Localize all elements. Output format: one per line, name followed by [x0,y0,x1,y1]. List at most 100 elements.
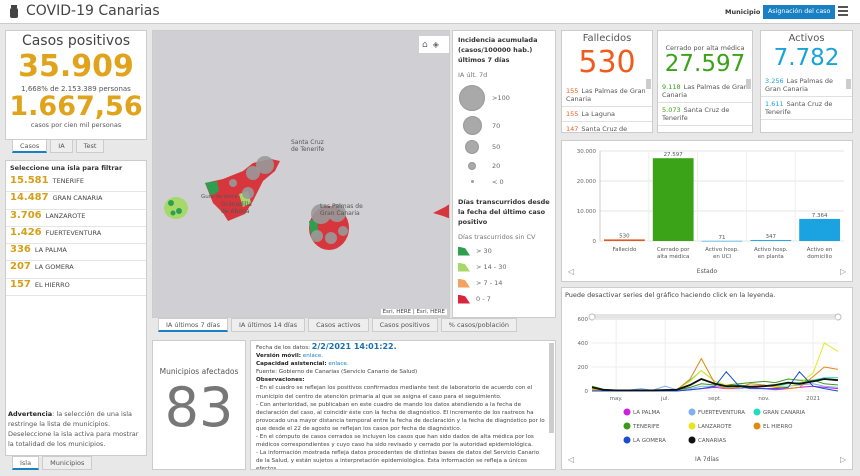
bar[interactable] [604,239,645,241]
class-label: 0 - 7 [476,295,491,303]
island-item[interactable]: 14.487 GRAN CANARIA [6,192,146,210]
island-count: 157 [10,278,31,290]
bar[interactable] [750,239,792,241]
card-list-item[interactable]: 155 Las Palmas de Gran Canaria [562,84,652,107]
tab-test[interactable]: Test [75,139,105,153]
scrollbar[interactable] [846,79,851,89]
card-title: Activos [788,33,825,44]
y-tick-label: 30.000 [577,149,597,155]
card-list-item[interactable]: 155 La Laguna [562,107,652,122]
legend-item[interactable]: LA GOMERA [623,436,667,445]
series-line-canarias[interactable] [591,378,839,392]
polygon-symbol-icon [458,294,470,304]
hamburger-icon[interactable] [838,6,848,16]
row-name: Santa Cruz de Tenerife [662,106,730,122]
tab-municipios[interactable]: Municipios [42,456,93,470]
bar[interactable] [799,218,840,241]
island-item[interactable]: 3.706 LANZAROTE [6,210,146,227]
scroll-right-icon[interactable]: ▷ [840,267,847,276]
scroll-right-icon[interactable]: ▷ [840,455,847,464]
card-list-item[interactable]: 9.118 Las Palmas de Gran Canaria [658,80,752,103]
tab-ia-14[interactable]: IA últimos 14 días [230,318,306,332]
fuerteventura-island [433,204,449,219]
scroll-left-icon[interactable]: ◁ [567,267,574,276]
casos-positivos-panel: Casos positivos 35.909 1,668% de 2.153.3… [5,30,147,140]
scrollbar[interactable] [646,79,651,89]
legend-item[interactable]: EL HIERRO [753,422,794,431]
legend-item[interactable]: TENERIFE [623,422,661,431]
tab-pct-poblacion[interactable]: % casos/población [440,318,518,332]
row-count: 1.611 [765,100,784,108]
tab-casos[interactable]: Casos [12,139,48,153]
legend-item[interactable]: CANARIAS [688,436,727,445]
canarias-crest-icon [10,5,18,18]
y-tick-label: 0 [585,389,589,395]
island-item[interactable]: 207 LA GOMERA [6,261,146,279]
island-count: 14.487 [10,192,49,204]
fecha-value: 2/2/2021 14:01:22. [311,342,397,351]
tab-casos-positivos[interactable]: Casos positivos [371,318,438,332]
map-view[interactable]: Santa Cruz de Tenerife Guía de Isora Gra… [152,30,450,318]
basemap-layers-icon[interactable]: ◈ [432,40,439,49]
home-icon[interactable]: ⌂ [422,39,428,50]
scrollbar[interactable] [549,343,554,433]
map-label: Las Palmas de Gran Canaria [320,203,363,217]
polygon-symbol-icon [458,278,470,288]
x-tick-label: may. [610,396,623,402]
class-label: > 7 - 14 [476,279,503,287]
tab-isla[interactable]: Isla [12,456,40,470]
tab-casos-activos[interactable]: Casos activos [308,318,369,332]
card-list-item[interactable]: 147 Santa Cruz de [562,122,652,133]
legend-item[interactable]: LA PALMA [623,408,661,417]
island-count: 207 [10,261,31,273]
card-list-item[interactable]: 1.611 Santa Cruz de Tenerife [761,97,852,120]
legend-item[interactable]: FUERTEVENTURA [688,408,746,417]
scroll-left-icon[interactable]: ◁ [567,455,574,464]
observacion-paragraph: - En el cómputo de casos cerrados se inc… [256,434,534,449]
class-label: > 14 - 30 [476,263,507,271]
ia-line-chart: 0 200 400 600 may. jul. sept. nov. 2021 LA PALMA F… [567,313,847,464]
tab-ia[interactable]: IA [50,139,73,153]
card-list-item[interactable]: 3.256 Las Palmas de Gran Canaria [761,74,852,97]
movil-label: Versión móvil: [256,353,301,360]
legend-label: LANZAROTE [698,424,732,430]
island-name: GRAN CANARIA [52,194,103,203]
map-attribution: Esri, HERE | Esri, HERE [380,309,447,315]
legend-item[interactable]: GRAN CANARIA [753,408,806,417]
legend-item[interactable]: LANZAROTE [688,422,733,431]
legend-swatch-icon [753,408,761,416]
card-list-item[interactable]: 5.073 Santa Cruz de Tenerife [658,103,752,126]
island-item[interactable]: 15.581 TENERIFE [6,175,146,193]
fecha-label: Fecha de los datos: [256,345,311,351]
size-label: >100 [492,94,510,102]
range-slider[interactable] [592,314,838,320]
x-tick-label: Fallecido [612,247,637,253]
islas-panel: Seleccione una isla para filtrar 15.581 T… [5,160,147,456]
casos-title: Casos positivos [21,33,131,49]
legend-swatch-icon [623,436,631,444]
bar[interactable] [652,158,694,241]
island-item[interactable]: 336 LA PALMA [6,244,146,262]
tab-ia-7[interactable]: IA últimos 7 días [158,318,228,332]
island-item[interactable]: 157 EL HIERRO [6,278,146,297]
stat-card: Cerrado por alta médica 27.597 9.118 Las Pa… [657,30,753,133]
island-item[interactable]: 1.426 FUERTEVENTURA [6,227,146,245]
bar[interactable] [701,240,743,242]
size-legend-item: 70 [458,114,550,137]
size-legend-item: 50 [458,137,550,157]
capacidad-link[interactable]: enlace. [328,361,349,368]
casos-rate: 1.667,56 [9,91,143,122]
movil-link[interactable]: enlace. [302,353,324,360]
polygon-symbol-icon [458,262,470,272]
app-title: COVID-19 Canarias [26,3,160,19]
polygon-symbol-icon [458,246,470,256]
island-name: FUERTEVENTURA [45,228,102,237]
size-label: 20 [492,161,501,170]
card-value: 530 [578,45,636,80]
la-gomera-island [164,197,188,219]
asignacion-caso-button[interactable]: Asignación del caso [763,5,836,19]
scrollbar[interactable] [746,79,751,89]
row-name: Santa Cruz de [581,125,628,133]
x-tick-label: jul. [660,396,670,402]
casos-rate-label: casos por cien mil personas [30,121,122,129]
